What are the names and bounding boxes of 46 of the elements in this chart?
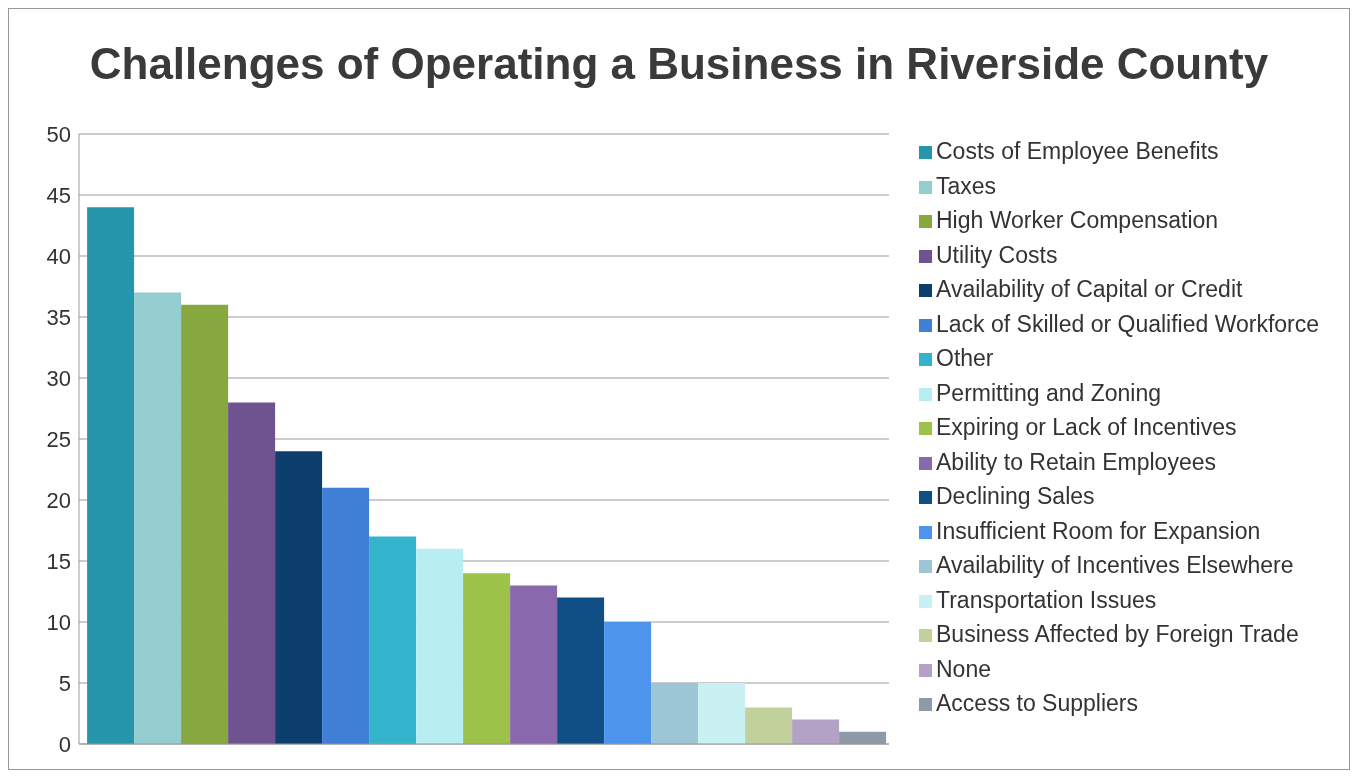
legend-label: Declining Sales [936, 483, 1095, 509]
y-tick-label: 20 [46, 487, 71, 513]
bar [181, 304, 229, 744]
bar [87, 207, 135, 744]
legend-label: Transportation Issues [936, 586, 1157, 613]
bar [510, 585, 558, 744]
y-tick-label: 15 [46, 548, 71, 574]
bar [839, 731, 887, 744]
bar [463, 573, 511, 744]
bar [792, 719, 840, 744]
bar [604, 622, 652, 744]
legend-label: Expiring or Lack of Incentives [936, 414, 1237, 440]
bar [228, 402, 276, 744]
bar [369, 536, 417, 744]
legend-label: Availability of Capital or Credit [936, 276, 1243, 302]
bar [698, 683, 746, 744]
bar [651, 683, 699, 744]
bar [557, 597, 605, 744]
y-tick-label: 5 [58, 670, 71, 696]
y-tick-label: 25 [46, 426, 71, 452]
legend-label: Ability to Retain Employees [936, 448, 1216, 475]
bar [745, 707, 793, 744]
legend-label: Costs of Employee Benefits [936, 138, 1219, 164]
legend-label: High Worker Compensation [936, 207, 1219, 233]
y-tick-label: 30 [46, 365, 71, 391]
y-tick-label: 10 [46, 609, 71, 635]
legend-label: Taxes [936, 172, 997, 199]
y-tick-label: 45 [46, 182, 71, 208]
legend-label: Lack of Skilled or Qualified Workforce [936, 310, 1320, 337]
legend-label: Insufficient Room for Expansion [936, 517, 1261, 544]
bar [416, 548, 464, 744]
legend-label: Permitting and Zoning [936, 379, 1162, 406]
legend-label: None [936, 655, 991, 682]
bar [322, 487, 370, 744]
chart-title: Challenges of Operating a Business in Riverside County [88, 38, 1270, 90]
legend-label: Access to Suppliers [936, 690, 1138, 716]
y-tick-label: 50 [46, 121, 71, 147]
legend-label: Business Affected by Foreign Trade [936, 621, 1299, 647]
legend-label: Utility Costs [936, 241, 1058, 268]
y-tick-label: 40 [46, 243, 71, 269]
bar [275, 451, 323, 744]
y-tick-label: 0 [58, 731, 71, 757]
y-tick-label: 35 [46, 304, 71, 330]
legend-label: Availability of Incentives Elsewhere [936, 552, 1294, 578]
legend-label: Other [936, 345, 994, 371]
bar [134, 292, 182, 744]
